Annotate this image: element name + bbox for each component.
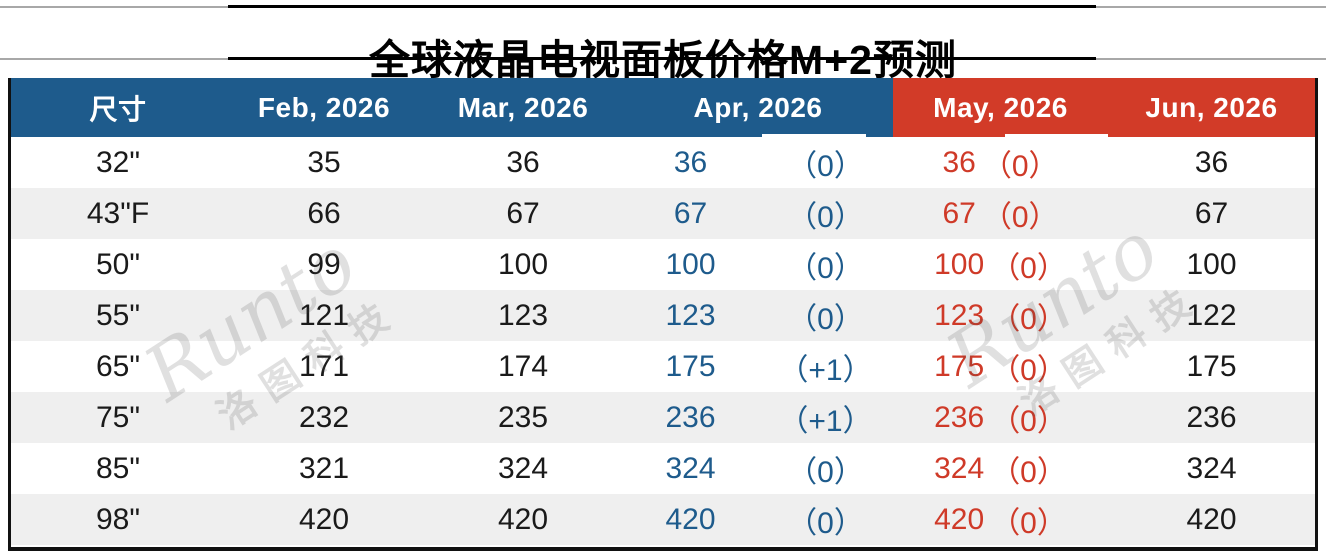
- cell-apr-change: （0）: [787, 200, 864, 234]
- cell-mar-price: 324: [497, 451, 549, 485]
- cell-apr-change: （0）: [787, 251, 864, 285]
- cell-feb-price: 171: [298, 349, 350, 383]
- cell-feb-price: 99: [307, 247, 341, 281]
- cell-mar-price: 420: [497, 502, 549, 536]
- cell-size: 50": [95, 247, 141, 281]
- may-price-value: 175: [934, 349, 985, 383]
- cell-apr-change: （0）: [787, 302, 864, 336]
- cell-apr-price: 67: [673, 196, 708, 230]
- cell-mar-price: 67: [506, 196, 540, 230]
- cell-size: 98": [95, 502, 141, 536]
- cell-feb-price: 232: [298, 400, 350, 434]
- cell-jun-price: 175: [1186, 349, 1237, 383]
- may-price-change: （0）: [990, 251, 1067, 285]
- cell-jun-price: 36: [1194, 145, 1229, 179]
- cell-apr-change: （0）: [787, 455, 864, 489]
- cell-mar-price: 100: [497, 247, 549, 281]
- table-row: 98" 420 420 420 （0） 420 （0） 420: [11, 494, 1315, 545]
- table-row: 50" 99 100 100 （0） 100 （0） 100: [11, 239, 1315, 290]
- cell-may-price: 100 （0）: [893, 239, 1108, 290]
- cell-size: 85": [95, 451, 141, 485]
- cell-apr-price: 36: [673, 145, 708, 179]
- may-price-value: 324: [934, 451, 985, 485]
- title-top-rule-black: [228, 5, 1096, 8]
- header-jun-2026: Jun, 2026: [1108, 78, 1315, 137]
- header-may-2026: May, 2026: [893, 78, 1108, 137]
- cell-apr-change: （0）: [787, 149, 864, 183]
- cell-may-price: 420 （0）: [893, 494, 1108, 545]
- may-price-change: （0）: [990, 455, 1067, 489]
- cell-feb-price: 35: [307, 145, 341, 179]
- cell-apr-price: 324: [665, 451, 716, 485]
- cell-apr-price: 236: [665, 400, 716, 434]
- may-price-value: 123: [934, 298, 985, 332]
- cell-jun-price: 324: [1186, 451, 1237, 485]
- cell-mar-price: 174: [497, 349, 549, 383]
- may-price-change: （0）: [990, 506, 1067, 540]
- cell-size: 65": [95, 349, 141, 383]
- table-row: 43"F 66 67 67 （0） 67 （0） 67: [11, 188, 1315, 239]
- cell-jun-price: 100: [1186, 247, 1237, 281]
- cell-apr-price: 175: [665, 349, 716, 383]
- table-row: 85" 321 324 324 （0） 324 （0） 324: [11, 443, 1315, 494]
- cell-may-price: 175 （0）: [893, 341, 1108, 392]
- header-mar-2026: Mar, 2026: [423, 78, 623, 137]
- may-price-change: （0）: [990, 404, 1067, 438]
- cell-size: 55": [95, 298, 141, 332]
- table-body: 32" 35 36 36 （0） 36 （0） 36 43"F 66 67 67…: [11, 137, 1315, 547]
- may-price-value: 36: [942, 145, 976, 179]
- cell-size: 32": [95, 145, 141, 179]
- cell-feb-price: 420: [298, 502, 350, 536]
- cell-apr-price: 100: [665, 247, 716, 281]
- header-size: 尺寸: [11, 78, 225, 137]
- cell-apr-change: （+1）: [778, 404, 873, 438]
- cell-mar-price: 123: [497, 298, 549, 332]
- cell-may-price: 67 （0）: [893, 188, 1108, 239]
- cell-jun-price: 67: [1194, 196, 1229, 230]
- may-price-value: 236: [934, 400, 985, 434]
- may-price-change: （0）: [981, 200, 1059, 234]
- cell-apr-change: （+1）: [778, 353, 873, 387]
- may-price-value: 67: [942, 196, 976, 230]
- may-price-value: 100: [934, 247, 985, 281]
- table-row: 65" 171 174 175 （+1） 175 （0） 175: [11, 341, 1315, 392]
- table-row: 55" 121 123 123 （0） 123 （0） 122: [11, 290, 1315, 341]
- cell-feb-price: 321: [298, 451, 350, 485]
- header-apr-2026: Apr, 2026: [623, 78, 893, 137]
- cell-may-price: 36 （0）: [893, 137, 1108, 188]
- may-price-change: （0）: [990, 353, 1067, 387]
- page-title: 全球液晶电视面板价格M+2预测: [369, 37, 957, 84]
- table-row: 75" 232 235 236 （+1） 236 （0） 236: [11, 392, 1315, 443]
- cell-size: 75": [95, 400, 141, 434]
- cell-may-price: 123 （0）: [893, 290, 1108, 341]
- cell-jun-price: 122: [1186, 298, 1237, 332]
- price-table: 尺寸 Feb, 2026 Mar, 2026 Apr, 2026 May, 20…: [8, 78, 1318, 551]
- cell-size: 43"F: [86, 196, 150, 230]
- cell-apr-change: （0）: [787, 506, 864, 540]
- cell-apr-price: 420: [665, 502, 716, 536]
- title-bottom-rule-black: [228, 57, 1096, 60]
- cell-feb-price: 66: [307, 196, 341, 230]
- table-header-row: 尺寸 Feb, 2026 Mar, 2026 Apr, 2026 May, 20…: [11, 78, 1315, 137]
- may-price-value: 420: [934, 502, 985, 536]
- cell-apr-price: 123: [665, 298, 716, 332]
- may-price-change: （0）: [990, 302, 1067, 336]
- cell-may-price: 236 （0）: [893, 392, 1108, 443]
- cell-jun-price: 236: [1186, 400, 1237, 434]
- cell-mar-price: 235: [497, 400, 549, 434]
- header-feb-2026: Feb, 2026: [225, 78, 423, 137]
- table-row: 32" 35 36 36 （0） 36 （0） 36: [11, 137, 1315, 188]
- may-price-change: （0）: [981, 149, 1059, 183]
- cell-jun-price: 420: [1186, 502, 1237, 536]
- cell-feb-price: 121: [298, 298, 350, 332]
- cell-may-price: 324 （0）: [893, 443, 1108, 494]
- cell-mar-price: 36: [506, 145, 540, 179]
